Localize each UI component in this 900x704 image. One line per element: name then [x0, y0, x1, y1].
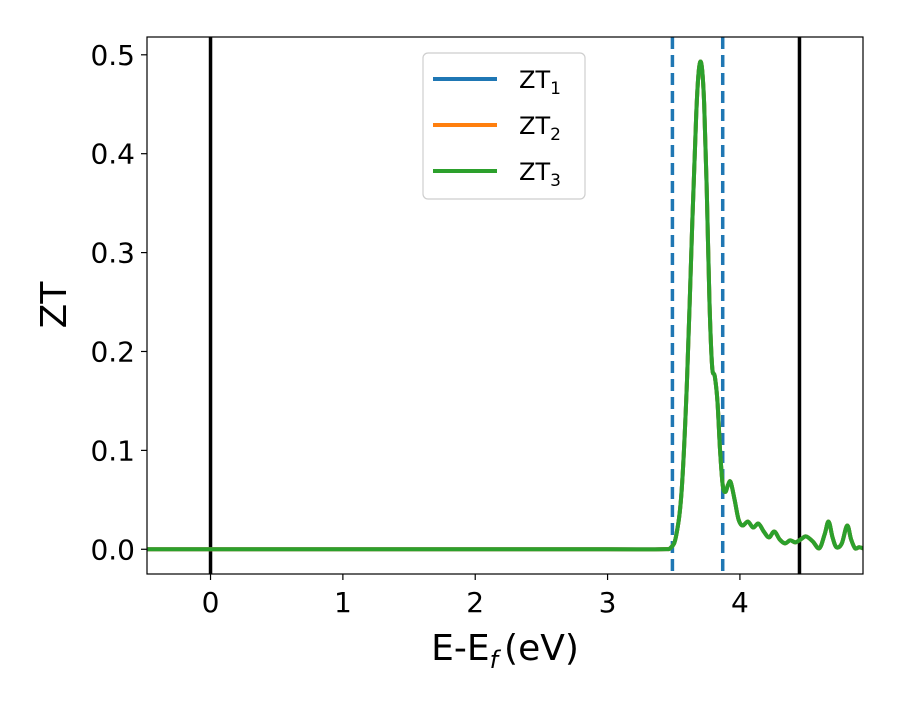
x-tick-label: 4 [731, 586, 749, 619]
x-tick-label: 2 [466, 586, 484, 619]
y-tick-label: 0.5 [90, 39, 135, 72]
x-axis-label-unit: (eV) [504, 628, 579, 669]
y-tick-label: 0.1 [90, 434, 135, 467]
y-tick-label: 0.2 [90, 335, 135, 368]
y-tick-label: 0.0 [90, 533, 135, 566]
x-axis-label-subscript: f [490, 646, 502, 674]
y-tick-label: 0.3 [90, 237, 135, 270]
legend-label-subscript: 1 [550, 79, 561, 99]
series-line-3 [147, 59, 863, 552]
legend-label-main: ZT [519, 112, 550, 140]
legend-label-subscript: 2 [550, 125, 561, 145]
legend-label-main: ZT [519, 66, 550, 94]
x-axis-label-main: E-E [431, 628, 489, 669]
legend-label-main: ZT [519, 158, 550, 186]
legend-label-subscript: 3 [550, 171, 561, 191]
plot-frame [146, 36, 864, 575]
x-tick-label: 3 [599, 586, 617, 619]
x-axis-label: E-Ef (eV) [431, 628, 579, 674]
y-ticks: 0.0 0.1 0.2 0.3 0.4 0.5 [90, 39, 147, 566]
legend-label-3: ZT3 [519, 158, 561, 191]
x-tick-label: 0 [202, 586, 220, 619]
plot-layer [146, 36, 864, 575]
y-axis-label: ZT [34, 281, 75, 329]
legend-box [422, 52, 586, 200]
x-ticks: 0 1 2 3 4 [202, 574, 749, 619]
legend-label-2: ZT2 [519, 112, 561, 145]
y-tick-label: 0.4 [90, 138, 135, 171]
x-tick-label: 1 [334, 586, 352, 619]
legend-label-1: ZT1 [519, 66, 561, 99]
